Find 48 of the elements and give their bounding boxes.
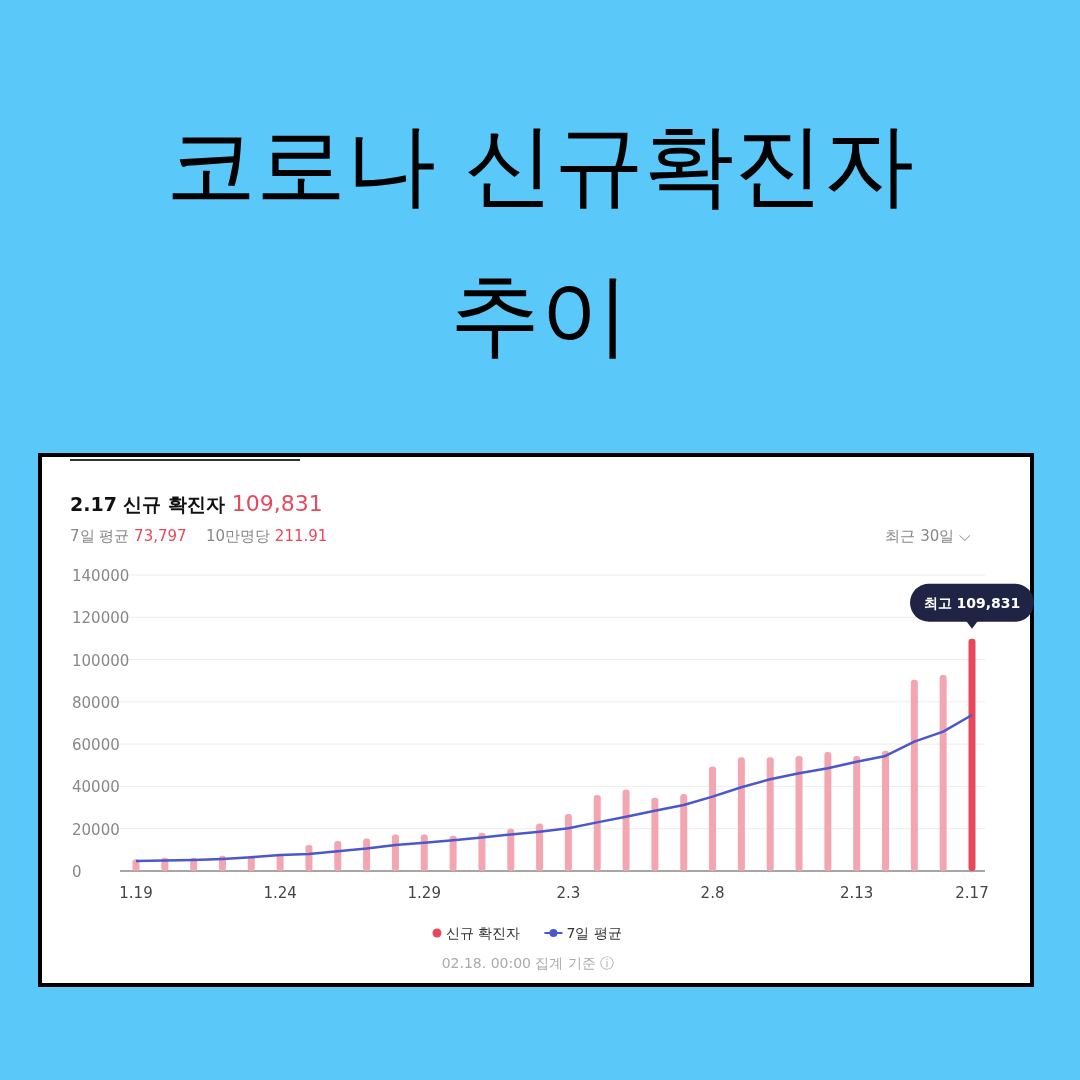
bar <box>420 834 428 871</box>
text: 02.18. 00:00 집계 기준 ⓘ <box>441 955 615 971</box>
x-tick-label: 1.19 <box>119 884 153 902</box>
bar <box>709 766 717 871</box>
text: 10만명당 211.91 <box>206 527 328 545</box>
bar <box>507 828 515 871</box>
bar <box>363 838 371 871</box>
line-series <box>134 713 974 863</box>
bar <box>593 794 601 871</box>
bar <box>449 835 457 871</box>
x-tick-label: 2.13 <box>839 884 874 902</box>
bar <box>824 751 832 871</box>
bar <box>766 757 774 871</box>
bar <box>564 813 572 871</box>
x-tick-label: 2.17 <box>955 884 989 902</box>
annotation: 최고 109,831 <box>923 594 1021 611</box>
legend-label: 신규 확진자 <box>446 925 521 941</box>
bar <box>391 834 399 871</box>
bar <box>478 832 486 871</box>
bar <box>939 675 947 871</box>
y-tick-label: 100000 <box>72 651 130 670</box>
bar <box>536 823 544 871</box>
bar <box>680 794 688 871</box>
bar <box>622 789 630 871</box>
bar <box>910 679 918 871</box>
x-tick-label: 2.8 <box>700 884 725 902</box>
x-tick-label: 1.24 <box>263 884 297 902</box>
bar <box>737 757 745 871</box>
y-tick-label: 80000 <box>72 693 120 712</box>
legend-label: 7일 평균 <box>566 925 622 941</box>
bar <box>795 755 803 871</box>
y-tick-label: 60000 <box>72 736 120 755</box>
x-tick-label: 1.29 <box>407 884 441 902</box>
y-tick-label: 120000 <box>72 609 130 628</box>
y-tick-label: 140000 <box>72 567 130 585</box>
y-tick-label: 40000 <box>72 778 120 797</box>
bar <box>968 638 976 871</box>
bar <box>651 797 659 871</box>
text: 최근 30일 ⌵ <box>885 527 971 545</box>
bar <box>853 755 861 871</box>
picture-tooltip: 최고 109,831 <box>910 583 1034 629</box>
y-tick-label: 0 <box>72 863 82 881</box>
text: 7일 평균 73,797 <box>70 527 187 545</box>
x-tick-label: 2.3 <box>556 884 581 902</box>
chart-title: 코로나 신규확진자 추이 <box>164 111 916 369</box>
bar <box>882 750 890 871</box>
y-tick-label: 20000 <box>72 820 120 839</box>
text: 2.17 신규 확진자 109,831 <box>70 491 323 516</box>
